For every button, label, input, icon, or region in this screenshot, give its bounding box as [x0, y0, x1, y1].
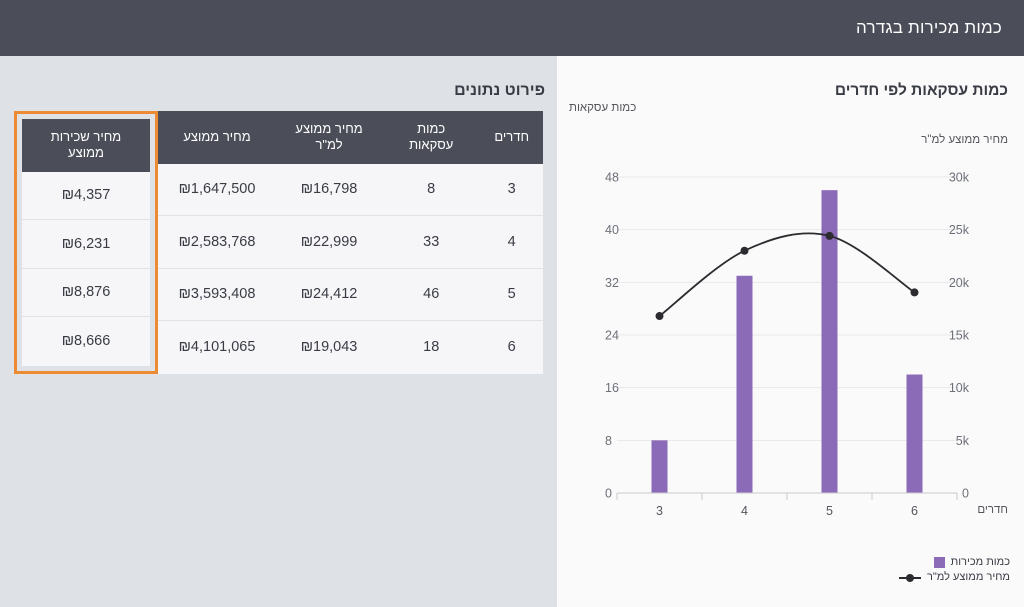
chart-line-path [658, 232, 916, 317]
chart-line-marker [740, 246, 749, 255]
chart-gridlines [617, 176, 957, 494]
y-tick-label: 40 [605, 223, 619, 237]
cell-avg-rent: ₪8,666 [22, 317, 150, 366]
cell-rooms: 3 [480, 163, 543, 216]
cell-avg-price: ₪4,101,065 [158, 321, 277, 374]
chart-panel: כמות עסקאות לפי חדרים כמות עסקאות מחיר מ… [557, 56, 1024, 607]
table-row[interactable]: ₪8,876 [22, 268, 150, 317]
table-header-row: חדרים כמות עסקאות מחיר ממוצע למ"ר מחיר מ… [158, 111, 543, 164]
app-header: כמות מכירות בגדרה [0, 0, 1024, 56]
cell-deals: 18 [382, 321, 481, 374]
cell-avg-price: ₪3,593,408 [158, 268, 277, 321]
cell-avg-price-per-sqm: ₪19,043 [276, 321, 383, 374]
chart-bar [906, 374, 923, 493]
table-row[interactable]: ₪8,666 [22, 317, 150, 366]
data-table: חדרים כמות עסקאות מחיר ממוצע למ"ר מחיר מ… [158, 111, 543, 374]
table-title: פירוט נתונים [454, 82, 545, 99]
avg-rent-table: מחיר שכירות ממוצע ₪4,357 ₪6,231 ₪8,876 [22, 119, 150, 366]
highlighted-column-box[interactable]: מחיר שכירות ממוצע ₪4,357 ₪6,231 ₪8,876 [14, 111, 158, 374]
table-row[interactable]: 3 8 ₪16,798 ₪1,647,500 [158, 163, 543, 216]
y2-tick-label: 5k [956, 434, 970, 448]
legend-square-icon [933, 556, 945, 568]
x-tick-label: 6 [911, 504, 918, 518]
x-tick-label: 4 [741, 504, 748, 518]
cell-avg-price-per-sqm: ₪16,798 [276, 163, 383, 216]
chart-bar [736, 275, 753, 493]
y-axis-label: כמות עסקאות [569, 102, 637, 114]
tables-container: חדרים כמות עסקאות מחיר ממוצע למ"ר מחיר מ… [0, 111, 543, 374]
x-tick-label: 5 [826, 504, 833, 518]
cell-avg-rent: ₪8,876 [22, 268, 150, 317]
cell-deals: 8 [382, 163, 481, 216]
chart-line-marker [655, 312, 664, 321]
chart-y2-tick-labels: 0 5k 10k 15k 20k 25k 30k [949, 171, 970, 501]
legend-item-bars[interactable]: כמות מכירות [899, 556, 1010, 568]
cell-avg-price: ₪1,647,500 [158, 163, 277, 216]
x-axis-label: חדרים [977, 504, 1008, 516]
data-panel: פירוט נתונים חדרים כמות עסקאות מחיר ממוצ… [0, 56, 557, 607]
x-tick-label: 3 [656, 504, 663, 518]
combo-chart[interactable]: 0 8 16 24 32 40 48 0 5k 10k 15k 20k 25k 30k 3 4 5 6 [557, 56, 1024, 607]
cell-avg-price: ₪2,583,768 [158, 216, 277, 269]
chart-x-axis: 3 4 5 6 [616, 492, 958, 518]
column-header-avg-price-per-sqm[interactable]: מחיר ממוצע למ"ר [276, 111, 383, 164]
y2-tick-label: 10k [949, 381, 970, 395]
chart-line-series [655, 231, 919, 321]
y2-tick-label: 0 [962, 487, 969, 501]
legend-line-dot-icon [899, 572, 922, 583]
column-header-avg-price[interactable]: מחיר ממוצע [158, 111, 277, 164]
chart-y-tick-labels: 0 8 16 24 32 40 48 [605, 171, 619, 501]
column-header-deals[interactable]: כמות עסקאות [382, 111, 481, 164]
chart-bar [821, 190, 838, 493]
table-row[interactable]: 4 33 ₪22,999 ₪2,583,768 [158, 216, 543, 269]
chart-legend: כמות מכירות מחיר ממוצע למ"ר [899, 556, 1010, 586]
table-row[interactable]: ₪6,231 [22, 220, 150, 269]
cell-avg-rent: ₪6,231 [22, 220, 150, 269]
page-title: כמות מכירות בגדרה [856, 18, 1002, 37]
chart-title: כמות עסקאות לפי חדרים [834, 82, 1008, 99]
y-tick-label: 32 [605, 276, 619, 290]
table-row[interactable]: 5 46 ₪24,412 ₪3,593,408 [158, 268, 543, 321]
cell-deals: 46 [382, 268, 481, 321]
y-tick-label: 48 [605, 171, 619, 185]
y-tick-label: 0 [605, 487, 612, 501]
y2-tick-label: 30k [949, 171, 970, 185]
table-header-row: מחיר שכירות ממוצע [22, 119, 150, 172]
legend-item-line[interactable]: מחיר ממוצע למ"ר [899, 571, 1010, 583]
cell-avg-price-per-sqm: ₪22,999 [276, 216, 383, 269]
y-tick-label: 8 [605, 434, 612, 448]
column-header-rooms[interactable]: חדרים [480, 111, 543, 164]
y-tick-label: 16 [605, 381, 619, 395]
column-header-avg-rent[interactable]: מחיר שכירות ממוצע [22, 119, 150, 172]
chart-line-marker [910, 288, 919, 297]
y-tick-label: 24 [605, 329, 619, 343]
cell-rooms: 5 [480, 268, 543, 321]
cell-deals: 33 [382, 216, 481, 269]
cell-rooms: 4 [480, 216, 543, 269]
table-row[interactable]: ₪4,357 [22, 171, 150, 220]
y2-tick-label: 20k [949, 276, 970, 290]
chart-bar [651, 440, 668, 493]
legend-label-bars: כמות מכירות [950, 556, 1010, 568]
cell-avg-rent: ₪4,357 [22, 171, 150, 220]
table-row[interactable]: 6 18 ₪19,043 ₪4,101,065 [158, 321, 543, 374]
cell-rooms: 6 [480, 321, 543, 374]
legend-label-line: מחיר ממוצע למ"ר [927, 571, 1010, 583]
chart-line-marker [825, 231, 834, 240]
chart-bars [651, 190, 923, 493]
y2-tick-label: 15k [949, 329, 970, 343]
cell-avg-price-per-sqm: ₪24,412 [276, 268, 383, 321]
y2-axis-label: מחיר ממוצע למ"ר [921, 134, 1008, 146]
y2-tick-label: 25k [949, 223, 970, 237]
